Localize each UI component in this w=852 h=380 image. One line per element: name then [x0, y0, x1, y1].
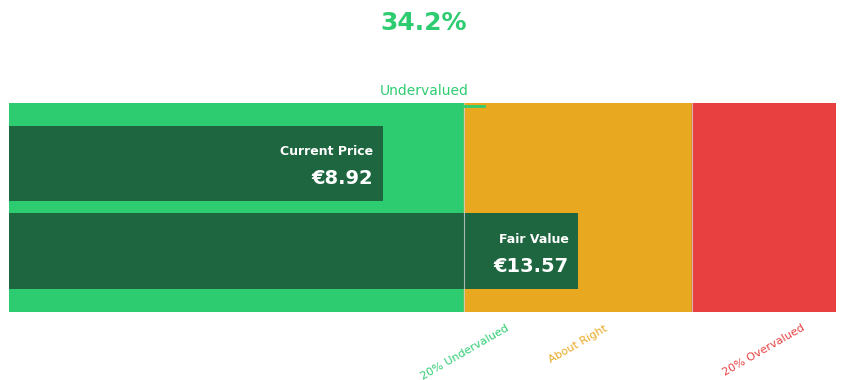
Text: 20% Undervalued: 20% Undervalued: [418, 323, 509, 380]
Bar: [9, 103, 464, 312]
Text: Undervalued: Undervalued: [379, 84, 468, 98]
Text: 34.2%: 34.2%: [380, 11, 467, 35]
Text: Fair Value: Fair Value: [498, 233, 568, 246]
Text: 20% Overvalued: 20% Overvalued: [721, 323, 806, 378]
Bar: [9, 125, 383, 201]
Text: About Right: About Right: [547, 323, 609, 364]
Text: €13.57: €13.57: [492, 257, 568, 276]
Bar: [464, 103, 692, 312]
Bar: [692, 103, 835, 312]
Bar: [9, 214, 578, 289]
Text: Current Price: Current Price: [279, 145, 373, 158]
Text: €8.92: €8.92: [311, 169, 373, 188]
